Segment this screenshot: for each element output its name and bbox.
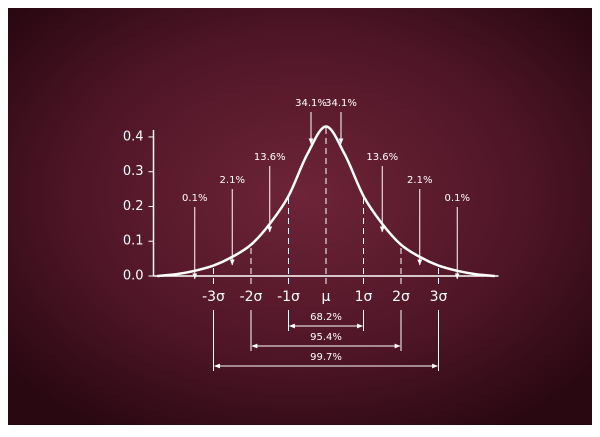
x-tick-label: 1σ: [355, 289, 373, 305]
range-label: 95.4%: [310, 332, 342, 343]
y-tick-label: 0.0: [123, 269, 144, 284]
range-label: 99.7%: [310, 352, 342, 363]
x-tick-label: μ: [322, 289, 331, 305]
curve: [157, 125, 495, 278]
x-tick-label: -2σ: [240, 289, 263, 305]
x-tick-label: -3σ: [202, 289, 225, 305]
region-label: 0.1%: [445, 193, 470, 204]
y-tick-label: 0.1: [123, 234, 144, 249]
region-label: 34.1%: [295, 98, 327, 109]
x-tick-label: 3σ: [430, 289, 448, 305]
range-label: 68.2%: [310, 312, 342, 323]
region-label: 13.6%: [366, 152, 398, 163]
region-label: 0.1%: [182, 193, 207, 204]
region-label: 34.1%: [325, 98, 357, 109]
chalkboard: [8, 8, 592, 425]
x-tick-label: 2σ: [392, 289, 410, 305]
y-tick-label: 0.4: [123, 129, 144, 144]
region-label: 2.1%: [407, 175, 432, 186]
x-tick-label: -1σ: [277, 289, 300, 305]
y-tick-label: 0.2: [123, 199, 144, 214]
region-label: 2.1%: [220, 175, 245, 186]
y-tick-label: 0.3: [123, 164, 144, 179]
region-label: 13.6%: [254, 152, 286, 163]
